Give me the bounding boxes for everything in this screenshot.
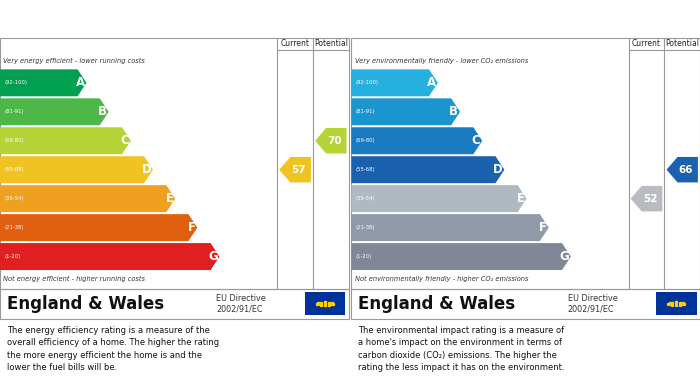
- Text: D: D: [141, 163, 151, 176]
- Text: F: F: [188, 221, 195, 234]
- Polygon shape: [351, 127, 482, 154]
- Text: F: F: [539, 221, 547, 234]
- Text: England & Wales: England & Wales: [358, 294, 515, 313]
- Polygon shape: [315, 128, 346, 154]
- Text: EU Directive
2002/91/EC: EU Directive 2002/91/EC: [568, 294, 617, 313]
- Text: 57: 57: [291, 165, 306, 175]
- Text: B: B: [449, 105, 459, 118]
- Text: E: E: [165, 192, 174, 205]
- Text: (55-68): (55-68): [4, 167, 24, 172]
- Text: Potential: Potential: [665, 39, 699, 48]
- Polygon shape: [351, 156, 505, 183]
- Text: Not energy efficient - higher running costs: Not energy efficient - higher running co…: [4, 276, 146, 282]
- Text: E: E: [517, 192, 525, 205]
- Text: (92-100): (92-100): [4, 80, 27, 85]
- Polygon shape: [631, 186, 662, 212]
- Text: A: A: [427, 76, 436, 89]
- Text: 70: 70: [327, 136, 342, 146]
- Text: England & Wales: England & Wales: [7, 294, 164, 313]
- Text: B: B: [98, 105, 107, 118]
- Polygon shape: [0, 243, 220, 270]
- Text: (92-100): (92-100): [356, 80, 379, 85]
- Text: The energy efficiency rating is a measure of the
overall efficiency of a home. T: The energy efficiency rating is a measur…: [7, 326, 219, 372]
- Polygon shape: [0, 156, 153, 183]
- Text: The environmental impact rating is a measure of
a home's impact on the environme: The environmental impact rating is a mea…: [358, 326, 565, 372]
- Text: (81-91): (81-91): [356, 109, 375, 114]
- Text: Energy Efficiency Rating: Energy Efficiency Rating: [7, 13, 190, 26]
- Polygon shape: [0, 127, 131, 154]
- Text: Current: Current: [632, 39, 661, 48]
- Polygon shape: [351, 243, 571, 270]
- Text: (1-20): (1-20): [356, 254, 372, 259]
- Text: G: G: [208, 250, 218, 263]
- Text: Environmental Impact (CO₂) Rating: Environmental Impact (CO₂) Rating: [358, 13, 620, 26]
- Text: Potential: Potential: [314, 39, 348, 48]
- Text: G: G: [559, 250, 569, 263]
- FancyBboxPatch shape: [657, 292, 696, 315]
- FancyBboxPatch shape: [305, 292, 345, 315]
- Text: 66: 66: [678, 165, 693, 175]
- Text: (69-80): (69-80): [356, 138, 375, 143]
- Text: (21-38): (21-38): [4, 225, 24, 230]
- Text: (81-91): (81-91): [4, 109, 24, 114]
- Text: (69-80): (69-80): [4, 138, 24, 143]
- Polygon shape: [351, 185, 526, 212]
- Text: EU Directive
2002/91/EC: EU Directive 2002/91/EC: [216, 294, 266, 313]
- Text: (39-54): (39-54): [356, 196, 375, 201]
- Text: C: C: [120, 134, 129, 147]
- Text: Current: Current: [281, 39, 309, 48]
- Text: 52: 52: [643, 194, 657, 204]
- Polygon shape: [351, 69, 438, 96]
- Polygon shape: [351, 214, 549, 241]
- Text: A: A: [76, 76, 85, 89]
- Polygon shape: [0, 98, 108, 125]
- Text: (55-68): (55-68): [356, 167, 375, 172]
- Text: C: C: [472, 134, 480, 147]
- Text: Very environmentally friendly - lower CO₂ emissions: Very environmentally friendly - lower CO…: [355, 58, 528, 65]
- Polygon shape: [0, 214, 197, 241]
- Text: Not environmentally friendly - higher CO₂ emissions: Not environmentally friendly - higher CO…: [355, 276, 528, 282]
- Text: Very energy efficient - lower running costs: Very energy efficient - lower running co…: [4, 58, 146, 65]
- Text: (21-38): (21-38): [356, 225, 375, 230]
- Text: (39-54): (39-54): [4, 196, 24, 201]
- Polygon shape: [0, 69, 87, 96]
- Polygon shape: [279, 157, 311, 183]
- Polygon shape: [666, 157, 698, 183]
- Text: D: D: [493, 163, 503, 176]
- Text: (1-20): (1-20): [4, 254, 20, 259]
- Polygon shape: [351, 98, 460, 125]
- Polygon shape: [0, 185, 175, 212]
